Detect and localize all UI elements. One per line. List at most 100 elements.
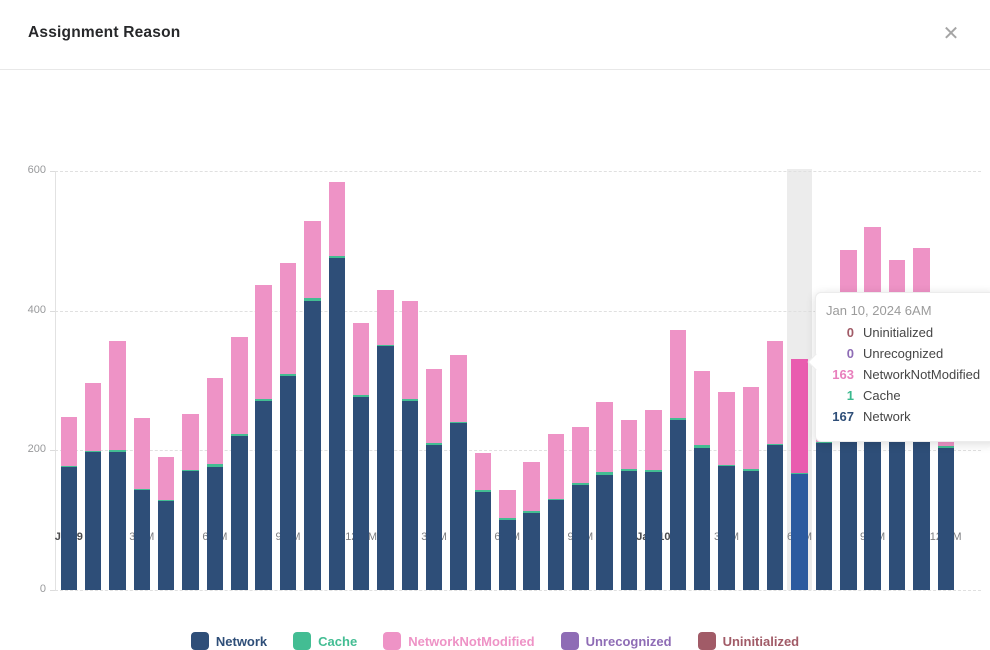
bar-segment-network[interactable] <box>840 430 857 590</box>
bar-segment-cache[interactable] <box>109 450 126 453</box>
bar-segment-cache[interactable] <box>182 469 199 472</box>
bar-segment-network[interactable] <box>157 501 175 590</box>
bar-segment-networknotmodified[interactable] <box>547 434 565 499</box>
bar-segment-network[interactable] <box>425 444 443 590</box>
bar-segment-networknotmodified[interactable] <box>791 358 808 473</box>
bar-segment-network[interactable] <box>474 491 492 590</box>
legend-item-network[interactable]: Network <box>190 632 267 650</box>
bar-segment-cache[interactable] <box>645 469 662 472</box>
bar-segment-cache[interactable] <box>815 441 833 444</box>
bar-segment-networknotmodified[interactable] <box>766 340 784 444</box>
bar-segment-network[interactable] <box>718 466 735 590</box>
bar-segment-cache[interactable] <box>474 490 492 492</box>
bar-segment-cache[interactable] <box>620 469 638 472</box>
bar-segment-networknotmodified[interactable] <box>450 354 467 422</box>
legend-item-uninitialized[interactable]: Uninitialized <box>697 632 799 650</box>
bar-segment-networknotmodified[interactable] <box>693 371 711 446</box>
bar-segment-network[interactable] <box>377 346 394 590</box>
bar-segment-networknotmodified[interactable] <box>182 414 199 470</box>
legend-item-unrecognized[interactable]: Unrecognized <box>560 632 672 650</box>
bar-segment-network[interactable] <box>523 512 540 590</box>
bar-segment-network[interactable] <box>572 485 589 590</box>
bar-segment-cache[interactable] <box>742 469 760 471</box>
bar-segment-networknotmodified[interactable] <box>401 300 418 400</box>
bar-segment-network[interactable] <box>352 396 370 590</box>
bar-segment-network[interactable] <box>742 470 760 590</box>
bar-segment-cache[interactable] <box>499 518 516 520</box>
bar-segment-networknotmodified[interactable] <box>669 330 686 419</box>
bar-segment-networknotmodified[interactable] <box>474 453 492 491</box>
bar-segment-cache[interactable] <box>304 298 321 301</box>
bar-segment-networknotmodified[interactable] <box>328 181 345 257</box>
bar-segment-network[interactable] <box>864 430 881 590</box>
legend-item-cache[interactable]: Cache <box>293 632 357 650</box>
bar-segment-network[interactable] <box>231 436 248 590</box>
bar-segment-cache[interactable] <box>791 472 808 474</box>
bar-segment-networknotmodified[interactable] <box>60 416 77 466</box>
bar-segment-networknotmodified[interactable] <box>109 341 126 451</box>
bar-segment-networknotmodified[interactable] <box>596 401 613 472</box>
bar-segment-cache[interactable] <box>84 451 102 453</box>
bar-segment-network[interactable] <box>645 472 662 590</box>
bar-segment-cache[interactable] <box>255 399 272 402</box>
bar-segment-networknotmodified[interactable] <box>255 284 272 400</box>
bar-segment-cache[interactable] <box>157 499 175 502</box>
bar-segment-network[interactable] <box>84 452 102 590</box>
bar-segment-network[interactable] <box>888 430 906 590</box>
bar-segment-networknotmodified[interactable] <box>425 369 443 443</box>
bar-segment-cache[interactable] <box>572 483 589 486</box>
bar-segment-cache[interactable] <box>766 444 784 446</box>
bar-segment-networknotmodified[interactable] <box>620 420 638 470</box>
bar-segment-networknotmodified[interactable] <box>304 220 321 299</box>
bar-segment-cache[interactable] <box>693 445 711 448</box>
bar-segment-networknotmodified[interactable] <box>84 382 102 451</box>
bar-segment-networknotmodified[interactable] <box>523 462 540 512</box>
bar-segment-networknotmodified[interactable] <box>572 426 589 484</box>
bar-segment-networknotmodified[interactable] <box>499 490 516 519</box>
bar-segment-network[interactable] <box>60 467 77 590</box>
legend-item-networknotmodified[interactable]: NetworkNotModified <box>383 632 535 650</box>
bar-segment-networknotmodified[interactable] <box>206 377 224 464</box>
bar-segment-network[interactable] <box>401 400 418 590</box>
bar-segment-cache[interactable] <box>596 472 613 475</box>
bar-segment-cache[interactable] <box>669 418 686 421</box>
bar-segment-cache[interactable] <box>718 465 735 467</box>
bar-segment-networknotmodified[interactable] <box>742 386 760 470</box>
bar-segment-network[interactable] <box>693 447 711 590</box>
bar-segment-network[interactable] <box>255 401 272 590</box>
bar-segment-network[interactable] <box>547 499 565 590</box>
bar-segment-cache[interactable] <box>425 442 443 445</box>
bar-segment-network[interactable] <box>766 445 784 590</box>
bar-segment-cache[interactable] <box>401 399 418 401</box>
bar-segment-cache[interactable] <box>328 256 345 258</box>
bar-segment-network[interactable] <box>937 447 954 590</box>
bar-segment-cache[interactable] <box>450 421 467 424</box>
bar-segment-network[interactable] <box>206 467 224 590</box>
bar-segment-networknotmodified[interactable] <box>645 409 662 470</box>
bar-segment-networknotmodified[interactable] <box>352 322 370 396</box>
bar-segment-network[interactable] <box>620 471 638 590</box>
bar-segment-network[interactable] <box>279 376 297 590</box>
bar-segment-networknotmodified[interactable] <box>157 456 175 500</box>
bar-segment-cache[interactable] <box>60 465 77 468</box>
bar-segment-network[interactable] <box>450 423 467 590</box>
bar-segment-networknotmodified[interactable] <box>718 391 735 465</box>
close-button[interactable]: ✕ <box>938 21 964 47</box>
bar-segment-cache[interactable] <box>133 488 151 491</box>
bar-segment-network[interactable] <box>596 474 613 590</box>
bar-segment-cache[interactable] <box>352 395 370 397</box>
bar-segment-network[interactable] <box>815 443 833 590</box>
bar-segment-cache[interactable] <box>937 446 954 448</box>
bar-segment-network[interactable] <box>913 430 930 590</box>
bar-segment-network[interactable] <box>499 519 516 590</box>
bar-segment-network[interactable] <box>669 420 686 590</box>
bar-segment-cache[interactable] <box>377 344 394 347</box>
bar-segment-cache[interactable] <box>279 374 297 377</box>
bar-segment-cache[interactable] <box>206 463 224 468</box>
bar-segment-networknotmodified[interactable] <box>279 262 297 375</box>
bar-segment-network[interactable] <box>791 473 808 590</box>
bar-segment-network[interactable] <box>304 300 321 590</box>
bar-segment-cache[interactable] <box>523 511 540 513</box>
bar-segment-network[interactable] <box>328 257 345 590</box>
bar-segment-networknotmodified[interactable] <box>231 336 248 435</box>
